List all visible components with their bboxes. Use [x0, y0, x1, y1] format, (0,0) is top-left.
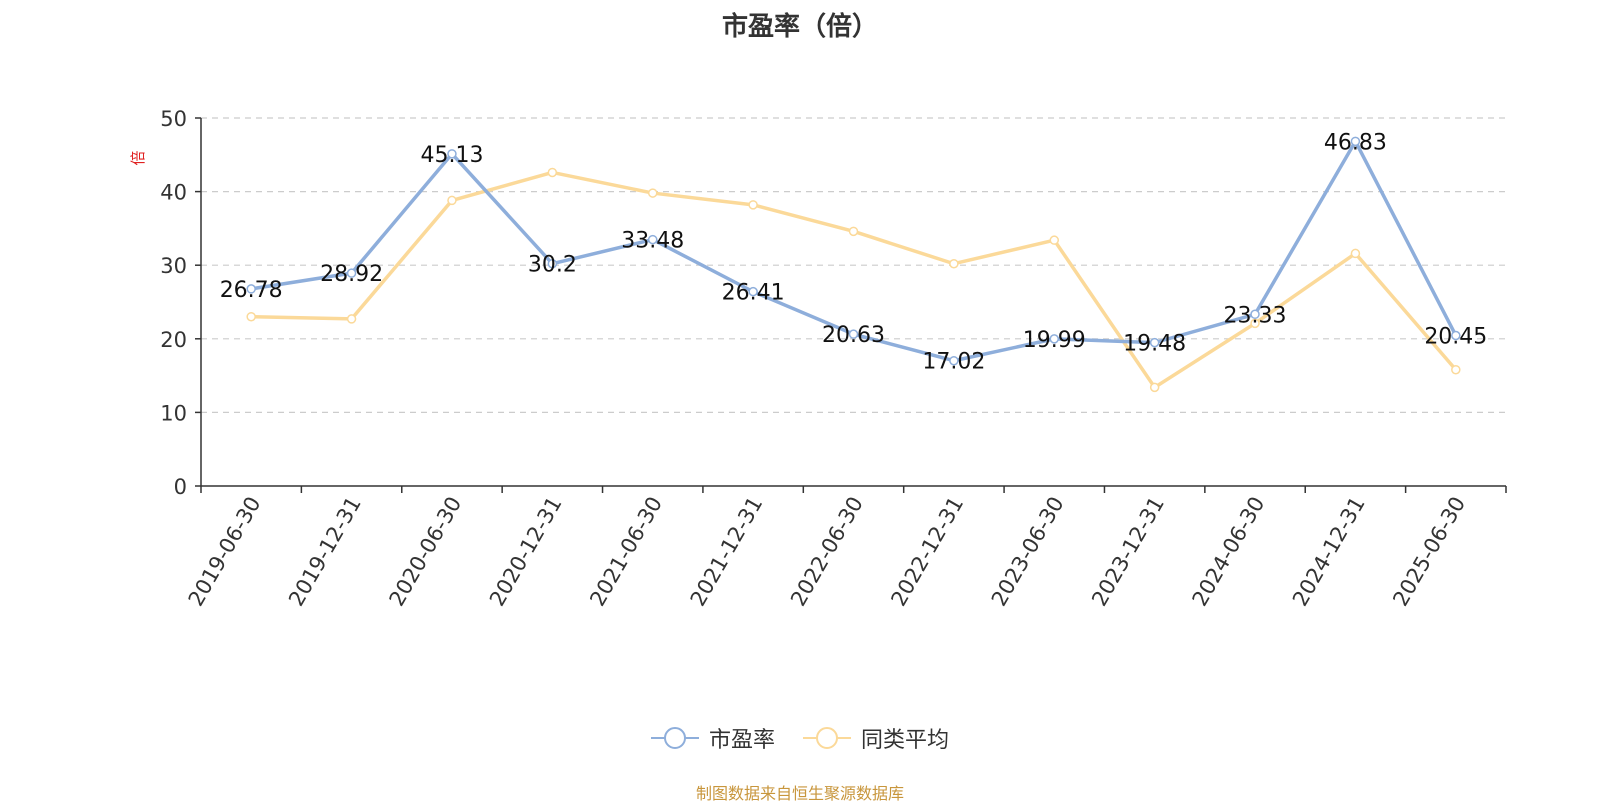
- data-point-0: [848, 329, 859, 339]
- x-tick-label: 2020-06-30: [384, 493, 466, 611]
- data-point-1: [1250, 318, 1260, 329]
- x-tick-label: 2021-06-30: [585, 493, 667, 611]
- x-tick-label: 2024-12-31: [1288, 493, 1370, 611]
- x-tick-label: 2022-12-31: [886, 493, 968, 611]
- data-label: 46.83: [1324, 130, 1387, 155]
- data-point-1: [1350, 248, 1361, 259]
- data-point-1: [547, 167, 558, 178]
- data-point-0: [447, 149, 457, 159]
- x-tick-label: 2024-06-30: [1188, 493, 1270, 611]
- data-point-0: [246, 284, 256, 294]
- y-tick-label: 30: [160, 254, 187, 278]
- data-point-0: [346, 268, 357, 278]
- data-point-0: [1049, 334, 1060, 344]
- data-label: 33.48: [621, 229, 684, 254]
- legend-item-peer-avg[interactable]: 同类平均: [803, 722, 949, 754]
- data-point-0: [1451, 330, 1461, 341]
- source-note: 制图数据来自恒生聚源数据库: [695, 784, 904, 803]
- data-point-1: [246, 311, 256, 322]
- data-point-0: [748, 286, 758, 297]
- data-label: 19.99: [1023, 328, 1086, 353]
- data-point-0: [1149, 337, 1160, 348]
- legend-item-pe[interactable]: 市盈率: [650, 722, 775, 754]
- legend-marker-peer-avg: [803, 727, 851, 749]
- data-point-0: [1250, 309, 1260, 320]
- data-point-1: [647, 188, 658, 198]
- data-point-1: [1451, 364, 1461, 375]
- y-tick-label: 50: [160, 107, 187, 131]
- x-tick-label: 2019-06-30: [184, 493, 266, 611]
- data-point-0: [647, 234, 658, 245]
- data-label: 17.02: [922, 350, 985, 375]
- y-tick-label: 0: [174, 475, 187, 499]
- data-point-1: [346, 314, 357, 324]
- data-point-1: [949, 258, 959, 269]
- data-label: 26.78: [220, 278, 283, 303]
- legend-marker-pe: [650, 727, 699, 749]
- data-label: 19.48: [1123, 332, 1186, 357]
- x-tick-label: 2023-06-30: [987, 493, 1069, 611]
- data-point-1: [447, 195, 457, 206]
- x-tick-label: 2021-12-31: [686, 493, 768, 611]
- y-tick-label: 10: [160, 401, 187, 425]
- x-tick-label: 2023-12-31: [1087, 493, 1169, 611]
- data-point-0: [949, 355, 959, 366]
- data-label: 23.33: [1224, 303, 1287, 328]
- data-point-1: [1049, 235, 1060, 245]
- x-tick-label: 2020-12-31: [485, 493, 567, 611]
- y-tick-label: 20: [160, 328, 187, 352]
- data-label: 20.45: [1424, 324, 1487, 349]
- legend: 市盈率 同类平均: [0, 722, 1600, 754]
- data-label: 20.63: [822, 323, 885, 348]
- data-point-1: [748, 200, 758, 210]
- data-point-0: [547, 258, 558, 269]
- chart-title: 市盈率（倍）: [721, 12, 878, 42]
- legend-label-pe: 市盈率: [708, 728, 775, 753]
- legend-label-peer-avg: 同类平均: [861, 728, 950, 753]
- data-label: 26.41: [722, 281, 785, 306]
- y-axis-label: 倍: [129, 150, 147, 165]
- data-point-0: [1350, 136, 1361, 147]
- data-label: 30.2: [528, 253, 577, 278]
- x-tick-label: 2019-12-31: [284, 493, 366, 611]
- data-point-1: [848, 226, 859, 237]
- y-tick-label: 40: [160, 181, 187, 205]
- x-tick-label: 2022-06-30: [786, 493, 868, 611]
- data-point-1: [1149, 382, 1160, 393]
- data-label: 28.92: [320, 262, 383, 287]
- data-label: 45.13: [420, 143, 483, 168]
- x-tick-label: 2025-06-30: [1388, 493, 1470, 611]
